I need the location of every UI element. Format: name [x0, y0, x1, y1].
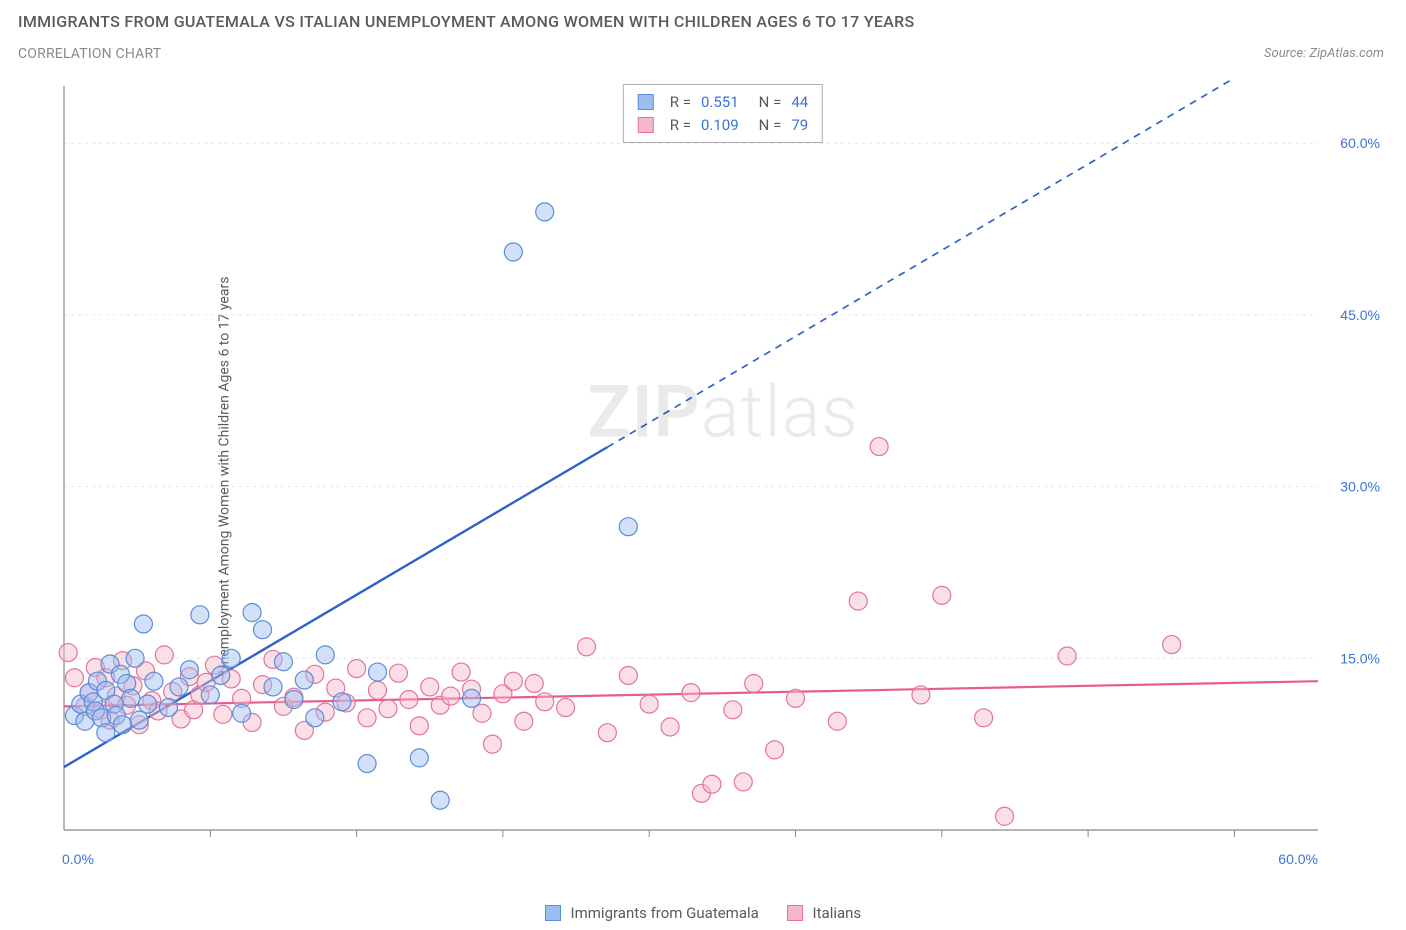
legend-n-value-italians: 79 — [791, 114, 808, 137]
chart-subtitle: CORRELATION CHART — [18, 46, 161, 62]
legend-label-italians: Italians — [813, 904, 862, 922]
svg-text:15.0%: 15.0% — [1340, 650, 1380, 666]
plot: 15.0% 30.0% 45.0% 60.0% 0.0% 60.0% R = 0.551 … — [58, 80, 1388, 870]
svg-text:0.0%: 0.0% — [62, 851, 94, 867]
svg-text:30.0%: 30.0% — [1340, 479, 1380, 495]
scatter-plot: 15.0% 30.0% 45.0% 60.0% 0.0% 60.0% — [58, 80, 1388, 870]
legend-n-label: N = — [759, 91, 782, 114]
legend-swatch-italians — [638, 117, 654, 133]
legend-swatch-guatemala-bottom — [545, 905, 561, 921]
legend-r-value-italians: 0.109 — [701, 114, 739, 137]
legend-swatch-guatemala — [638, 94, 654, 110]
x-axis-legend: Immigrants from Guatemala Italians — [0, 904, 1406, 922]
legend-swatch-italians-bottom — [787, 905, 803, 921]
chart-title: IMMIGRANTS FROM GUATEMALA VS ITALIAN UNE… — [18, 12, 915, 31]
correlation-legend: R = 0.551 N = 44 R = 0.109 N = 79 — [623, 84, 823, 143]
legend-r-label: R = — [670, 91, 691, 114]
legend-r-value-guatemala: 0.551 — [701, 91, 739, 114]
svg-text:60.0%: 60.0% — [1278, 851, 1318, 867]
legend-label-guatemala: Immigrants from Guatemala — [571, 904, 759, 922]
svg-text:60.0%: 60.0% — [1340, 135, 1380, 151]
legend-row-guatemala: R = 0.551 N = 44 — [638, 91, 808, 114]
legend-n-label: N = — [759, 114, 782, 137]
svg-text:45.0%: 45.0% — [1340, 307, 1380, 323]
legend-item-guatemala: Immigrants from Guatemala — [545, 904, 759, 922]
chart-area: Unemployment Among Women with Children A… — [48, 80, 1388, 870]
legend-r-label: R = — [670, 114, 691, 137]
source-label: Source: ZipAtlas.com — [1264, 46, 1384, 61]
legend-n-value-guatemala: 44 — [791, 91, 808, 114]
legend-row-italians: R = 0.109 N = 79 — [638, 114, 808, 137]
legend-item-italians: Italians — [787, 904, 861, 922]
